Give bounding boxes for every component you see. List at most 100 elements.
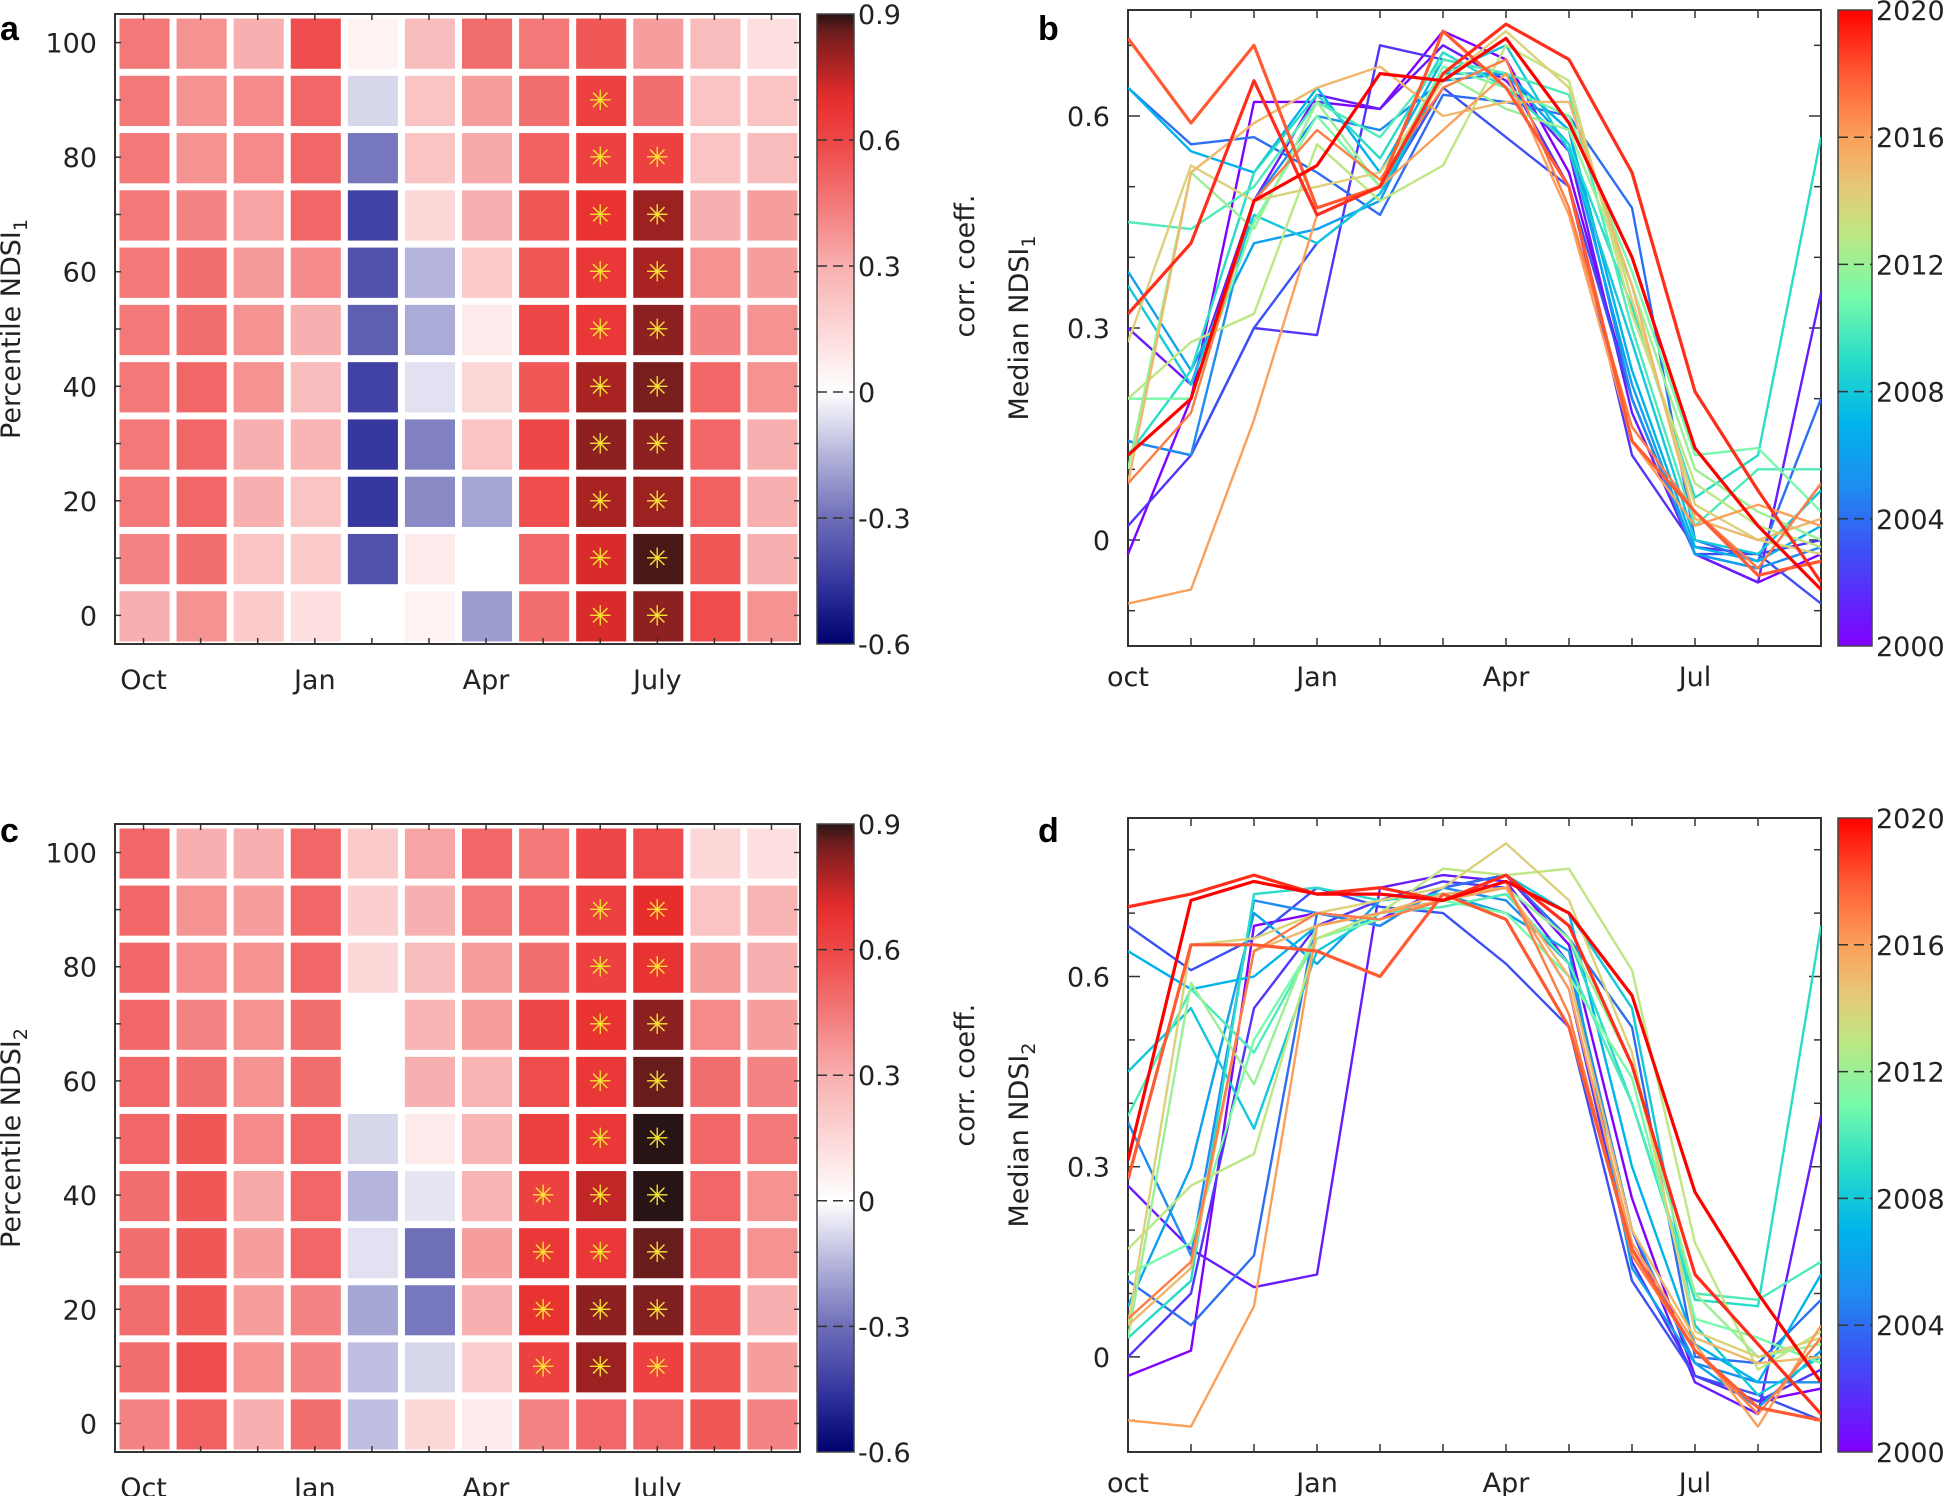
colorbar-tick-label: 0.3 xyxy=(858,252,901,283)
heatmap-cell xyxy=(519,1285,570,1336)
panel-c: c ✳ ✳ ✳ ✳ ✳ ✳ ✳ ✳ ✳ ✳ ✳ ✳ ✳ ✳ ✳ ✳ ✳ ✳ ✳ ✳ ✳ ✳ 100 80 60 40 20 0 Oct Ja… xyxy=(0,810,981,1496)
heatmap-cell xyxy=(119,885,170,936)
heatmap-cell xyxy=(462,304,513,356)
heatmap-cell xyxy=(690,942,741,993)
heatmap-cell xyxy=(233,362,284,413)
heatmap-cell xyxy=(519,247,570,298)
x-tick-label: Oct xyxy=(120,665,167,696)
heatmap-cell xyxy=(576,476,627,527)
y-tick-label: 0 xyxy=(1093,526,1110,557)
heatmap-cell xyxy=(690,1228,741,1279)
significance-marker: ✳ xyxy=(588,1350,611,1383)
heatmap-cell xyxy=(290,133,341,184)
heatmap-cell xyxy=(119,1113,170,1165)
heatmap-cell xyxy=(290,1171,341,1222)
heatmap-cell xyxy=(576,1228,627,1279)
heatmap-cell xyxy=(347,133,398,184)
heatmap-cell xyxy=(404,885,455,936)
heatmap-cell xyxy=(347,476,398,527)
heatmap-cell xyxy=(347,1342,398,1393)
heatmap-cell xyxy=(519,1056,570,1107)
heatmap-cell xyxy=(347,999,398,1050)
colorbar-tick-label: 2008 xyxy=(1876,378,1945,409)
significance-marker: ✳ xyxy=(646,428,669,461)
heatmap-cell xyxy=(290,1399,341,1450)
significance-marker: ✳ xyxy=(588,1008,611,1041)
heatmap-cell xyxy=(233,304,284,356)
heatmap-cell xyxy=(690,133,741,184)
heatmap-cell xyxy=(690,419,741,470)
y-tick-label: 0 xyxy=(80,601,97,632)
significance-marker: ✳ xyxy=(646,599,669,632)
heatmap-cell xyxy=(119,247,170,298)
significance-marker: ✳ xyxy=(646,485,669,518)
significance-marker: ✳ xyxy=(646,1350,669,1383)
y-tick-label: 20 xyxy=(63,1295,97,1326)
heatmap-cell xyxy=(747,591,798,642)
heatmap-cell xyxy=(233,247,284,298)
heatmap-cell xyxy=(747,999,798,1050)
heatmap-cell xyxy=(404,304,455,356)
panel-d: d 0 0.3 0.6 oct Jan Apr Jul Median NDSI2 2020 2016… xyxy=(1004,804,1945,1496)
series-group xyxy=(1128,842,1821,1428)
heatmap-cell xyxy=(290,362,341,413)
heatmap-cell xyxy=(347,885,398,936)
heatmap-cell xyxy=(462,885,513,936)
significance-marker: ✳ xyxy=(646,951,669,984)
significance-marker: ✳ xyxy=(588,313,611,346)
significance-marker: ✳ xyxy=(588,256,611,289)
heatmap-cell xyxy=(690,476,741,527)
panel-b: b 0 0.3 0.6 oct Jan Apr Jul Median NDSI1 2020 2016… xyxy=(1004,0,1945,693)
x-tick-label: Jul xyxy=(1677,662,1712,693)
heatmap-cell xyxy=(633,591,684,642)
heatmap-cell xyxy=(233,591,284,642)
heatmap-cell xyxy=(347,1056,398,1107)
significance-marker: ✳ xyxy=(646,198,669,231)
significance-marker: ✳ xyxy=(588,485,611,518)
significance-marker: ✳ xyxy=(646,542,669,575)
heatmap-cell xyxy=(119,18,170,69)
heatmap-cell xyxy=(576,18,627,69)
panel-letter: c xyxy=(0,812,19,850)
colorbar-tick-label: 2012 xyxy=(1876,250,1945,281)
heatmap-cell xyxy=(404,419,455,470)
series-line-2018 xyxy=(1128,892,1821,1422)
heatmap-cell xyxy=(633,419,684,470)
significance-marker: ✳ xyxy=(646,1293,669,1326)
heatmap-cell xyxy=(233,1342,284,1393)
heatmap-cell xyxy=(747,304,798,356)
x-tick-label: Jan xyxy=(292,665,336,696)
heatmap-cell xyxy=(176,75,227,127)
heatmap-cell xyxy=(119,304,170,356)
heatmap-cell xyxy=(176,419,227,470)
heatmap-cell xyxy=(462,828,513,879)
heatmap-cell xyxy=(233,133,284,184)
heatmap-cell xyxy=(404,190,455,241)
series-line-2019 xyxy=(1128,22,1821,584)
heatmap-cell xyxy=(576,533,627,585)
heatmap-cell xyxy=(290,247,341,298)
heatmap-cell xyxy=(119,1056,170,1107)
series-line-2011 xyxy=(1128,65,1821,513)
significance-marker: ✳ xyxy=(588,1065,611,1098)
heatmap-cell xyxy=(119,133,170,184)
heatmap-cell xyxy=(404,1171,455,1222)
heatmap-cell xyxy=(576,1399,627,1450)
heatmap-cell xyxy=(176,18,227,69)
heatmap-cell xyxy=(233,942,284,993)
heatmap-cell xyxy=(404,18,455,69)
significance-marker: ✳ xyxy=(588,141,611,174)
heatmap-cell xyxy=(176,304,227,356)
heatmap-cell xyxy=(347,591,398,642)
significance-marker: ✳ xyxy=(588,198,611,231)
heatmap-cell xyxy=(233,533,284,585)
heatmap-cell xyxy=(176,533,227,585)
heatmap-cell xyxy=(690,75,741,127)
x-tick-label: Oct xyxy=(120,1473,167,1496)
heatmap-cell xyxy=(119,942,170,993)
heatmap-cell xyxy=(347,1285,398,1336)
y-tick-label: 0 xyxy=(1093,1343,1110,1374)
heatmap-cell xyxy=(404,999,455,1050)
heatmap-cell xyxy=(690,999,741,1050)
